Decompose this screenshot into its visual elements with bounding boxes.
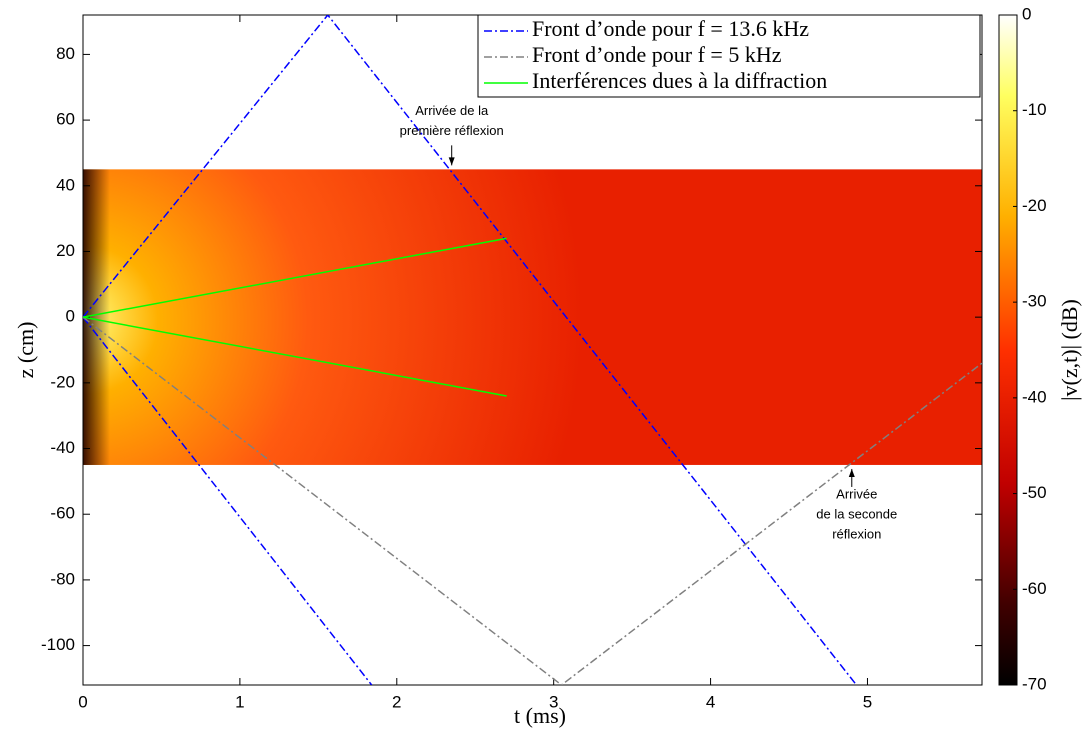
- x-tick-label: 2: [392, 692, 401, 711]
- annotation: Arrivée: [836, 486, 877, 501]
- series-line: [83, 316, 982, 685]
- x-axis-label: t (ms): [514, 703, 566, 728]
- y-axis-label: z (cm): [13, 322, 38, 379]
- legend-label: Front d’onde pour f = 5 kHz: [532, 42, 782, 67]
- colorbar-tick-label: -20: [1022, 196, 1047, 215]
- y-tick-label: 20: [56, 241, 75, 260]
- colorbar-tick-label: -70: [1022, 674, 1047, 693]
- x-tick-label: 5: [863, 692, 872, 711]
- annotation: de la seconde: [816, 506, 897, 521]
- y-tick-label: -100: [41, 635, 75, 654]
- y-tick-label: -80: [50, 569, 75, 588]
- series-line: [83, 237, 507, 397]
- y-tick-label: -40: [50, 438, 75, 457]
- x-tick-label: 3: [549, 692, 558, 711]
- annotation-arrowhead: [448, 157, 455, 166]
- legend-label: Front d’onde pour f = 13.6 kHz: [532, 16, 809, 41]
- legend-label: Interférences dues à la diffraction: [532, 68, 827, 93]
- x-tick-label: 0: [78, 692, 87, 711]
- colorbar-tick-label: -10: [1022, 100, 1047, 119]
- colorbar-tick-label: -40: [1022, 387, 1047, 406]
- colorbar-label: |v(z,t)| (dB): [1057, 299, 1082, 401]
- colorbar-tick-label: -60: [1022, 579, 1047, 598]
- legend-box: [477, 14, 981, 98]
- annotation: première réflexion: [400, 123, 504, 138]
- colorbar-tick-label: 0: [1022, 4, 1031, 23]
- annotation-arrowhead: [848, 468, 855, 477]
- y-tick-label: -20: [50, 372, 75, 391]
- series-line: [83, 15, 858, 685]
- colorbar: [998, 14, 1018, 686]
- y-tick-label: 40: [56, 175, 75, 194]
- annotation: Arrivée de la: [415, 103, 489, 118]
- heatmap-edge: [83, 169, 982, 465]
- colorbar-tick-label: -30: [1022, 292, 1047, 311]
- colorbar-tick-label: -50: [1022, 483, 1047, 502]
- y-tick-label: -60: [50, 504, 75, 523]
- annotation: réflexion: [832, 526, 881, 541]
- x-tick-label: 1: [235, 692, 244, 711]
- y-tick-label: 0: [66, 307, 75, 326]
- x-tick-label: 4: [706, 692, 715, 711]
- y-tick-label: 80: [56, 44, 75, 63]
- y-tick-label: 60: [56, 110, 75, 129]
